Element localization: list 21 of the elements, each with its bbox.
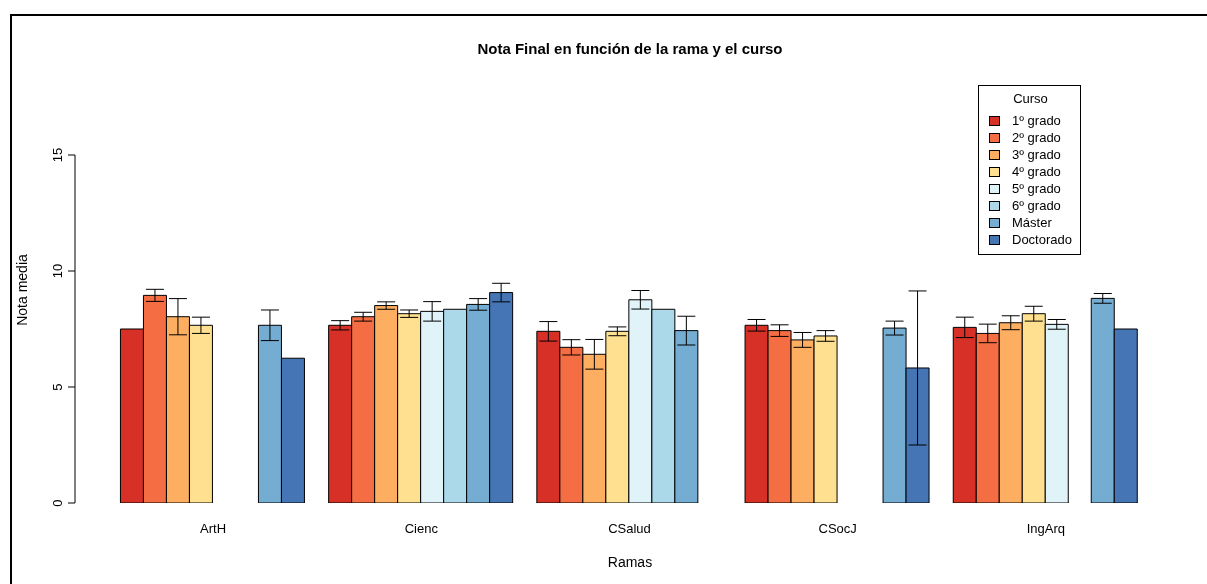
legend-label: 6º grado — [1012, 197, 1061, 214]
legend-title: Curso — [1012, 90, 1049, 107]
x-tick-label: IngArq — [1026, 521, 1066, 536]
y-tick-label: 0 — [50, 499, 65, 507]
x-axis-title: Ramas — [606, 554, 654, 570]
legend-label: 2º grado — [1012, 129, 1061, 146]
y-axis-title: Nota media — [14, 253, 30, 328]
x-tick-label: CSalud — [608, 521, 651, 536]
x-tick-label: ArtH — [200, 521, 227, 536]
x-tick-label: CSocJ — [818, 521, 857, 536]
y-tick-label: 5 — [50, 383, 65, 391]
chart-title: Nota Final en función de la rama y el curso — [476, 40, 784, 57]
legend-label: 5º grado — [1012, 180, 1061, 197]
y-tick-label: 10 — [50, 263, 65, 279]
legend-label: 3º grado — [1012, 146, 1061, 163]
legend-label: Máster — [1012, 214, 1052, 231]
y-tick-label: 15 — [50, 147, 65, 163]
x-tick-label: Cienc — [404, 521, 439, 536]
legend-label: 4º grado — [1012, 163, 1061, 180]
legend-label: 1º grado — [1012, 112, 1061, 129]
legend-label: Doctorado — [1012, 231, 1072, 248]
